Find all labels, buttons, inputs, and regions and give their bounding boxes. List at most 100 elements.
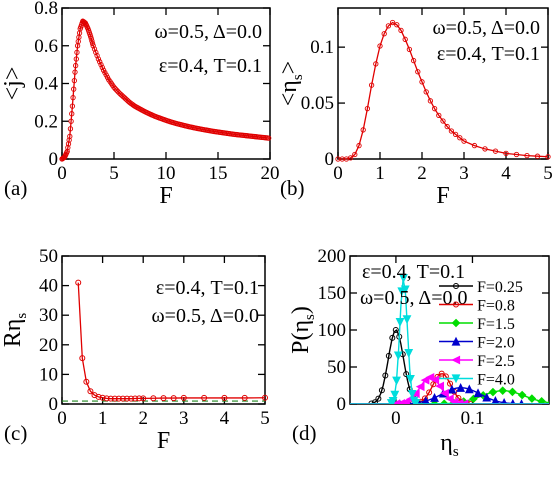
legend-entry: F=2.5 xyxy=(439,353,515,370)
data-point xyxy=(368,82,375,88)
data-point xyxy=(371,399,378,404)
data-point xyxy=(119,395,126,402)
data-point xyxy=(426,389,433,396)
annotation: ω=0.5, Δ=0.0 xyxy=(360,287,467,309)
data-point xyxy=(402,36,408,42)
y-tick-label: 0 xyxy=(337,394,347,415)
data-point xyxy=(67,126,74,132)
data-point xyxy=(410,57,417,64)
x-axis-label: F xyxy=(436,183,449,209)
data-point xyxy=(385,23,392,29)
data-point xyxy=(471,142,478,149)
data-point xyxy=(537,397,546,404)
data-point xyxy=(95,56,102,62)
data-point xyxy=(402,315,412,325)
x-tick-label: 0.1 xyxy=(461,408,485,429)
data-point xyxy=(498,386,507,395)
data-point xyxy=(123,395,130,402)
y-tick-label: 150 xyxy=(318,283,347,304)
x-tick-label: 4 xyxy=(501,163,511,184)
x-axis-label: ηs xyxy=(440,430,459,460)
data-point xyxy=(473,388,483,398)
x-tick-label: 10 xyxy=(157,163,176,184)
legend-marker xyxy=(451,355,461,365)
legend-marker xyxy=(453,283,459,289)
x-tick-label: 0 xyxy=(391,408,401,429)
data-point xyxy=(201,394,208,401)
series-line xyxy=(350,373,549,404)
data-point xyxy=(68,118,74,124)
data-point xyxy=(99,64,105,71)
legend-marker xyxy=(451,318,461,328)
panel-a: 0 5 10 15 20 0 0.2 0.4 0.6 0.8 ω=0.5, Δ=0.0 ε=0.4, … xyxy=(0,0,280,209)
data-point xyxy=(419,79,425,85)
y-axis-label: <ηs> xyxy=(276,61,306,106)
x-tick-label: 15 xyxy=(209,163,228,184)
y-tick-label: 200 xyxy=(318,246,347,267)
data-point xyxy=(221,394,228,401)
y-tick-label: 0.4 xyxy=(34,74,58,95)
y-tick-label: 0.2 xyxy=(34,111,58,132)
data-point xyxy=(482,392,492,402)
legend-entry: F=2.0 xyxy=(439,335,515,352)
data-point xyxy=(241,394,248,401)
legend-entry: F=0.25 xyxy=(439,279,523,296)
data-point xyxy=(360,127,366,133)
data-point xyxy=(389,19,396,26)
data-point xyxy=(88,36,94,42)
data-point xyxy=(170,395,177,402)
data-point xyxy=(501,397,508,404)
data-point xyxy=(377,43,383,49)
data-point xyxy=(435,381,445,391)
data-point xyxy=(407,389,417,399)
data-point xyxy=(73,56,79,62)
data-point xyxy=(65,141,72,147)
data-point xyxy=(527,394,537,403)
data-point xyxy=(464,384,474,394)
y-tick-label: 30 xyxy=(39,305,58,326)
annotation: ω=0.5, Δ=0.0 xyxy=(433,17,540,39)
data-point xyxy=(430,381,437,388)
data-point xyxy=(427,98,434,104)
data-point xyxy=(160,395,167,402)
plot-frame xyxy=(337,7,549,160)
data-point xyxy=(107,395,114,402)
data-point xyxy=(430,399,439,404)
data-point xyxy=(67,133,73,140)
data-point xyxy=(72,69,78,75)
data-point xyxy=(87,388,94,395)
data-point xyxy=(378,387,385,394)
data-point xyxy=(393,351,403,361)
x-tick-label: 0 xyxy=(57,408,67,429)
data-point xyxy=(99,394,106,401)
y-tick-label: 0.1 xyxy=(310,37,334,58)
x-axis-label: F xyxy=(157,428,170,454)
series-line xyxy=(77,282,266,400)
data-point xyxy=(415,382,425,392)
panel-label: (a) xyxy=(4,176,27,200)
data-point xyxy=(136,395,143,402)
data-point xyxy=(262,394,268,401)
data-point xyxy=(399,274,408,283)
y-tick-label: 40 xyxy=(39,276,58,297)
data-point xyxy=(456,383,466,392)
panel-label: (b) xyxy=(280,176,305,200)
y-axis-label: P(ηs) xyxy=(288,306,318,354)
data-point xyxy=(180,394,187,401)
data-point xyxy=(491,396,500,404)
data-point xyxy=(395,318,405,327)
legend-marker xyxy=(451,374,461,384)
data-point xyxy=(444,123,450,130)
data-point xyxy=(436,112,442,119)
x-axis-label: F xyxy=(159,183,172,209)
legend-entry: F=4.0 xyxy=(439,372,515,389)
data-point xyxy=(74,49,80,56)
data-point xyxy=(83,378,90,385)
data-point xyxy=(266,135,272,141)
data-point xyxy=(98,61,104,68)
data-point xyxy=(389,334,396,341)
data-point xyxy=(430,375,440,385)
data-point xyxy=(70,95,76,101)
data-point xyxy=(421,396,430,404)
